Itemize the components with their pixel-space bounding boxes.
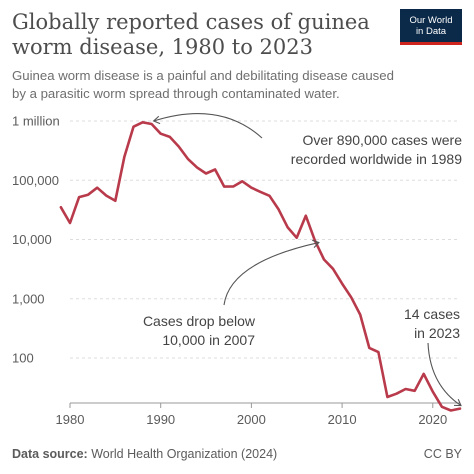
annotation-2007-text: Cases drop below bbox=[143, 313, 256, 329]
series-layer bbox=[59, 121, 462, 412]
x-tick-label: 2020 bbox=[418, 412, 447, 427]
annotation-peak-arrow bbox=[153, 112, 263, 139]
x-tick-label: 2000 bbox=[237, 412, 266, 427]
y-tick-label: 10,000 bbox=[12, 232, 52, 247]
annotations: Over 890,000 cases were recorded worldwid… bbox=[143, 112, 462, 407]
data-source: Data source: World Health Organization (… bbox=[12, 447, 277, 461]
annotation-2007-arrow bbox=[223, 242, 320, 306]
y-tick-label: 1,000 bbox=[12, 291, 45, 306]
y-tick-label: 1 million bbox=[12, 114, 60, 129]
license-link[interactable]: CC BY bbox=[423, 447, 462, 461]
data-source-label: Data source: bbox=[12, 447, 88, 461]
owid-logo-line-2: in Data bbox=[415, 26, 447, 37]
owid-logo[interactable]: Our World in Data bbox=[400, 9, 462, 45]
annotation-2023-text: in 2023 bbox=[414, 325, 460, 341]
x-tick-label: 1990 bbox=[146, 412, 175, 427]
data-source-text: World Health Organization (2024) bbox=[91, 447, 278, 461]
y-tick-label: 100 bbox=[12, 351, 34, 366]
chart-title-line-1: Globally reported cases of guinea bbox=[12, 10, 370, 34]
annotation-2007-arrow-head bbox=[312, 239, 320, 248]
annotation-2023-text: 14 cases bbox=[404, 306, 460, 322]
x-tick-label: 1980 bbox=[56, 412, 85, 427]
y-tick-label: 100,000 bbox=[12, 173, 59, 188]
annotation-peak-arrow-head bbox=[152, 115, 161, 125]
annotation-2007-text: 10,000 in 2007 bbox=[162, 332, 255, 348]
y-axis-ticks: 1 million 100,000 10,000 1,000 100 bbox=[12, 114, 60, 366]
series-line bbox=[59, 121, 462, 412]
annotation-peak-text: recorded worldwide in 1989 bbox=[291, 151, 462, 167]
chart-subtitle-line-2: by a parasitic worm spread through conta… bbox=[12, 86, 340, 101]
annotation-2023-arrow bbox=[427, 342, 462, 407]
chart-title: Globally reported cases of guinea worm d… bbox=[12, 10, 392, 60]
chart-subtitle-line-1: Guinea worm disease is a painful and deb… bbox=[12, 68, 394, 83]
x-axis-ticks: 1980 1990 2000 2010 2020 bbox=[56, 402, 460, 427]
gridlines bbox=[70, 120, 460, 359]
annotation-peak-text: Over 890,000 cases were bbox=[302, 132, 462, 148]
x-tick-label: 2010 bbox=[328, 412, 357, 427]
owid-logo-line-1: Our World bbox=[409, 15, 453, 26]
annotation-2023-arrow-head bbox=[453, 398, 462, 407]
chart-title-line-2: worm disease, 1980 to 2023 bbox=[12, 35, 314, 59]
chart-subtitle: Guinea worm disease is a painful and deb… bbox=[12, 67, 462, 103]
